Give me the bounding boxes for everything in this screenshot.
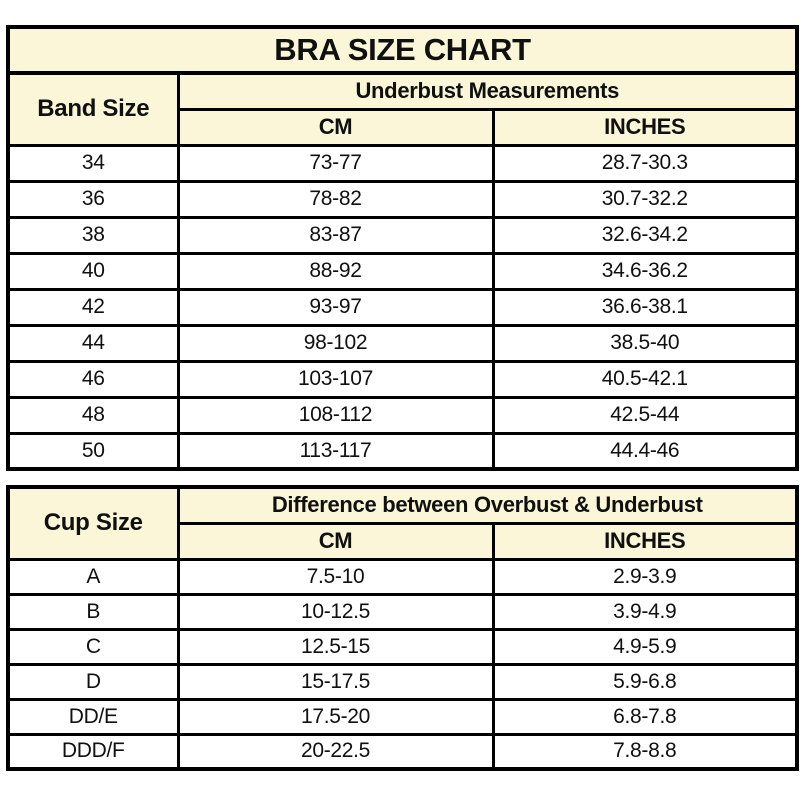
table-cell: 78-82 (176, 179, 495, 219)
chart-title: BRA SIZE CHART (6, 25, 799, 75)
table-cell: 44.4-46 (491, 431, 799, 471)
table-cell: 5.9-6.8 (491, 662, 799, 701)
table-row: 42 93-97 36.6-38.1 (6, 287, 799, 327)
table-cell: 4.9-5.9 (491, 627, 799, 666)
band-header-row: Band Size Underbust Measurements (6, 71, 799, 147)
title-row: BRA SIZE CHART (6, 25, 799, 75)
table-cell: 32.6-34.2 (491, 215, 799, 255)
cup-inches-header: INCHES (491, 521, 799, 561)
cup-size-rows: A 7.5-10 2.9-3.9 B 10-12.5 3.9-4.9 C 12.5-15 4.9… (6, 557, 799, 771)
table-row: 50 113-117 44.4-46 (6, 431, 799, 471)
table-cell: 42.5-44 (491, 395, 799, 435)
table-cell: 108-112 (176, 395, 495, 435)
cup-size-table: Cup Size Difference between Overbust & U… (6, 485, 799, 771)
table-row: 38 83-87 32.6-34.2 (6, 215, 799, 255)
table-row: DD/E 17.5-20 6.8-7.8 (6, 697, 799, 736)
table-cell: 12.5-15 (176, 627, 495, 666)
table-row: B 10-12.5 3.9-4.9 (6, 592, 799, 631)
table-cell: 7.8-8.8 (491, 732, 799, 771)
table-cell: 38.5-40 (491, 323, 799, 363)
table-cell: C (6, 627, 180, 666)
band-size-table: BRA SIZE CHART Band Size Underbust Measu… (6, 25, 799, 471)
table-cell: A (6, 557, 180, 596)
underbust-measurements-header: Underbust Measurements (176, 71, 799, 111)
table-row: 34 73-77 28.7-30.3 (6, 143, 799, 183)
table-cell: 44 (6, 323, 180, 363)
table-cell: 3.9-4.9 (491, 592, 799, 631)
table-cell: 113-117 (176, 431, 495, 471)
table-cell: 103-107 (176, 359, 495, 399)
table-cell: 2.9-3.9 (491, 557, 799, 596)
band-cm-header: CM (176, 107, 495, 147)
cup-header-row: Cup Size Difference between Overbust & U… (6, 485, 799, 561)
cup-size-header: Cup Size (6, 485, 180, 561)
table-cell: 28.7-30.3 (491, 143, 799, 183)
difference-overbust-underbust-header: Difference between Overbust & Underbust (176, 485, 799, 525)
table-cell: 83-87 (176, 215, 495, 255)
table-cell: 30.7-32.2 (491, 179, 799, 219)
table-cell: 6.8-7.8 (491, 697, 799, 736)
bra-size-chart: BRA SIZE CHART Band Size Underbust Measu… (6, 25, 799, 771)
table-cell: DD/E (6, 697, 180, 736)
table-cell: 93-97 (176, 287, 495, 327)
table-cell: 48 (6, 395, 180, 435)
table-row: 46 103-107 40.5-42.1 (6, 359, 799, 399)
band-size-header: Band Size (6, 71, 180, 147)
table-row: C 12.5-15 4.9-5.9 (6, 627, 799, 666)
table-cell: 20-22.5 (176, 732, 495, 771)
table-row: D 15-17.5 5.9-6.8 (6, 662, 799, 701)
cup-subheader-row: CM INCHES (8, 521, 799, 561)
table-cell: 88-92 (176, 251, 495, 291)
table-cell: 50 (6, 431, 180, 471)
table-row: DDD/F 20-22.5 7.8-8.8 (6, 732, 799, 771)
table-row: 48 108-112 42.5-44 (6, 395, 799, 435)
table-cell: 73-77 (176, 143, 495, 183)
table-cell: D (6, 662, 180, 701)
table-cell: 17.5-20 (176, 697, 495, 736)
table-row: 40 88-92 34.6-36.2 (6, 251, 799, 291)
table-cell: 34 (6, 143, 180, 183)
table-cell: 7.5-10 (176, 557, 495, 596)
table-cell: 36.6-38.1 (491, 287, 799, 327)
band-subheader-row: CM INCHES (8, 107, 799, 147)
table-cell: 10-12.5 (176, 592, 495, 631)
table-cell: 15-17.5 (176, 662, 495, 701)
table-cell: 46 (6, 359, 180, 399)
table-cell: 40 (6, 251, 180, 291)
table-cell: B (6, 592, 180, 631)
table-row: A 7.5-10 2.9-3.9 (6, 557, 799, 596)
table-cell: 40.5-42.1 (491, 359, 799, 399)
table-cell: 42 (6, 287, 180, 327)
band-size-rows: 34 73-77 28.7-30.3 36 78-82 30.7-32.2 38 83-87 3… (6, 143, 799, 471)
band-inches-header: INCHES (491, 107, 799, 147)
table-cell: DDD/F (6, 732, 180, 771)
table-row: 36 78-82 30.7-32.2 (6, 179, 799, 219)
table-cell: 34.6-36.2 (491, 251, 799, 291)
table-cell: 36 (6, 179, 180, 219)
table-cell: 38 (6, 215, 180, 255)
cup-cm-header: CM (176, 521, 495, 561)
table-cell: 98-102 (176, 323, 495, 363)
table-row: 44 98-102 38.5-40 (6, 323, 799, 363)
